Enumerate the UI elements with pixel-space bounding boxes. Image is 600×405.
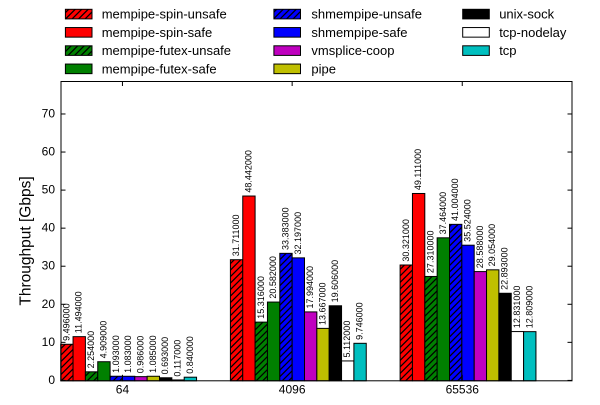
svg-text:0: 0 — [48, 373, 55, 387]
svg-text:60: 60 — [42, 145, 56, 159]
svg-text:48.442000: 48.442000 — [243, 150, 253, 193]
svg-text:11.494000: 11.494000 — [74, 291, 84, 333]
svg-text:unix-sock: unix-sock — [499, 7, 554, 22]
svg-text:0.840000: 0.840000 — [185, 336, 195, 374]
svg-text:70: 70 — [42, 106, 56, 120]
svg-text:tcp: tcp — [499, 43, 516, 58]
svg-text:32.197000: 32.197000 — [293, 212, 303, 255]
svg-text:35.524000: 35.524000 — [463, 199, 473, 242]
svg-text:mempipe-spin-unsafe: mempipe-spin-unsafe — [102, 7, 227, 22]
svg-text:pipe: pipe — [311, 61, 336, 76]
svg-text:12.809000: 12.809000 — [524, 286, 534, 329]
svg-text:40: 40 — [42, 221, 56, 235]
svg-text:0.117000: 0.117000 — [173, 340, 183, 377]
svg-text:mempipe-spin-safe: mempipe-spin-safe — [102, 25, 213, 40]
svg-text:tcp-nodelay: tcp-nodelay — [499, 25, 567, 40]
svg-text:64: 64 — [116, 383, 130, 397]
svg-text:29.054000: 29.054000 — [487, 224, 497, 267]
svg-text:37.464000: 37.464000 — [438, 192, 448, 235]
svg-text:50: 50 — [42, 183, 56, 197]
svg-text:33.383000: 33.383000 — [280, 207, 290, 250]
svg-text:13.667000: 13.667000 — [318, 282, 328, 325]
svg-text:0.693000: 0.693000 — [160, 337, 170, 375]
svg-text:10: 10 — [42, 335, 56, 349]
svg-text:49.111000: 49.111000 — [413, 149, 423, 190]
svg-text:31.711000: 31.711000 — [231, 214, 241, 256]
svg-text:65536: 65536 — [446, 383, 480, 397]
svg-text:20.582000: 20.582000 — [268, 256, 278, 299]
svg-text:5.112000: 5.112000 — [342, 321, 352, 358]
svg-text:30: 30 — [42, 259, 56, 273]
svg-text:30.321000: 30.321000 — [401, 219, 411, 262]
svg-text:12.831000: 12.831000 — [512, 286, 522, 329]
svg-text:mempipe-futex-safe: mempipe-futex-safe — [102, 61, 217, 76]
svg-text:1.083000: 1.083000 — [123, 335, 133, 373]
svg-text:9.746000: 9.746000 — [355, 302, 365, 340]
svg-text:1.093000: 1.093000 — [111, 335, 121, 373]
svg-text:mempipe-futex-unsafe: mempipe-futex-unsafe — [102, 43, 231, 58]
svg-text:2.254000: 2.254000 — [86, 331, 96, 369]
svg-text:9.496000: 9.496000 — [61, 303, 71, 341]
svg-text:27.310000: 27.310000 — [425, 231, 435, 274]
svg-text:shmempipe-safe: shmempipe-safe — [311, 25, 407, 40]
svg-text:1.085000: 1.085000 — [148, 335, 158, 373]
svg-text:17.994000: 17.994000 — [305, 266, 315, 309]
svg-text:shmempipe-unsafe: shmempipe-unsafe — [311, 7, 422, 22]
svg-text:20: 20 — [42, 297, 56, 311]
svg-text:Throughput [Gbps]: Throughput [Gbps] — [18, 176, 35, 305]
svg-text:4096: 4096 — [279, 383, 306, 397]
svg-text:0.986000: 0.986000 — [135, 336, 145, 374]
svg-text:vmsplice-coop: vmsplice-coop — [311, 43, 394, 58]
svg-text:19.606000: 19.606000 — [330, 260, 340, 303]
svg-text:4.909000: 4.909000 — [98, 321, 108, 359]
svg-text:15.316000: 15.316000 — [256, 276, 266, 319]
svg-text:41.004000: 41.004000 — [450, 178, 460, 221]
svg-text:28.588000: 28.588000 — [475, 226, 485, 269]
svg-text:22.893000: 22.893000 — [500, 247, 510, 290]
